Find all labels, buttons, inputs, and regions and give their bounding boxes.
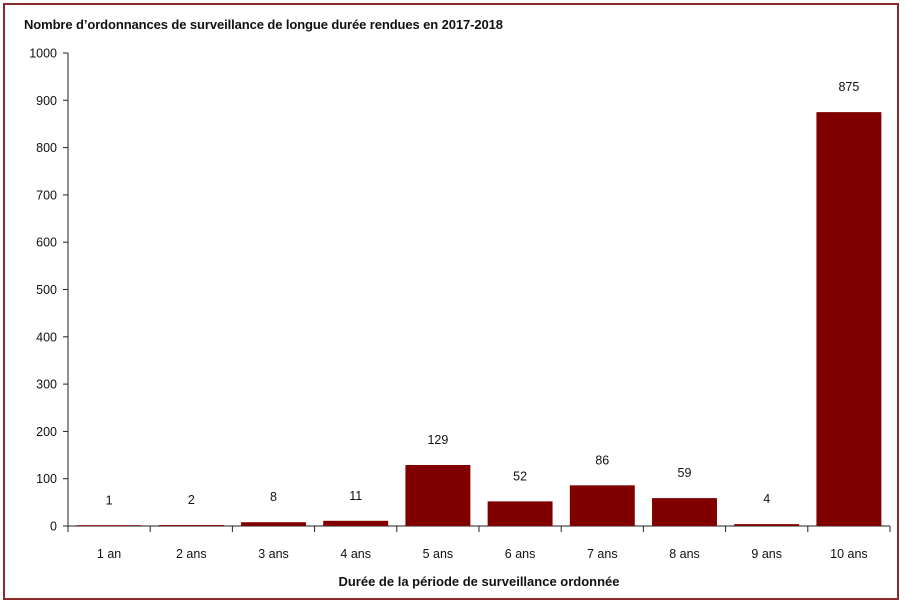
y-tick-label: 800 [36, 141, 57, 155]
x-tick-label: 3 ans [258, 547, 289, 561]
data-label: 875 [838, 80, 859, 94]
y-axis: 0 100 200 300 400 500 600 700 800 900 1000 [29, 47, 69, 534]
x-tick-label: 2 ans [176, 547, 207, 561]
bar [323, 520, 389, 526]
bar [241, 522, 306, 526]
y-tick-label: 600 [36, 236, 57, 250]
y-tick-label: 300 [36, 378, 57, 392]
data-labels: 1 2 8 11 129 52 86 59 4 875 [106, 80, 860, 507]
x-tick-label: 5 ans [423, 547, 454, 561]
bar [816, 112, 882, 526]
bar [158, 525, 224, 526]
x-tick-label: 10 ans [830, 547, 868, 561]
y-tick-label: 500 [36, 283, 57, 297]
y-tick-label: 100 [36, 472, 57, 486]
data-label: 8 [270, 490, 277, 504]
data-label: 59 [678, 466, 692, 480]
x-axis-label: Durée de la période de surveillance ordo… [338, 574, 619, 589]
x-tick-label: 9 ans [751, 547, 782, 561]
x-tick-label: 6 ans [505, 547, 536, 561]
data-label: 2 [188, 493, 195, 507]
x-tick-label: 1 an [97, 547, 121, 561]
y-tick-label: 0 [50, 520, 57, 534]
x-tick-label: 7 ans [587, 547, 618, 561]
bar [76, 525, 142, 526]
y-tick-label: 1000 [29, 47, 57, 61]
y-tick-label: 900 [36, 94, 57, 108]
chart-title: Nombre d’ordonnances de surveillance de … [24, 17, 503, 32]
x-tick-label: 4 ans [340, 547, 371, 561]
data-label: 4 [763, 492, 770, 506]
x-axis: 1 an 2 ans 3 ans 4 ans 5 ans 6 ans 7 ans 8 ans 9… [67, 525, 891, 561]
y-tick-label: 200 [36, 425, 57, 439]
bar [405, 464, 471, 526]
bar [652, 498, 717, 526]
data-label: 52 [513, 469, 527, 483]
bar [734, 524, 800, 526]
bars [76, 112, 882, 526]
y-tick-label: 400 [36, 330, 57, 344]
data-label: 11 [349, 489, 362, 503]
bar [487, 501, 553, 526]
x-tick-label: 8 ans [669, 547, 700, 561]
data-label: 129 [427, 433, 448, 447]
bar [569, 485, 635, 526]
data-label: 86 [595, 453, 609, 467]
data-label: 1 [106, 494, 113, 508]
y-tick-label: 700 [36, 188, 57, 202]
